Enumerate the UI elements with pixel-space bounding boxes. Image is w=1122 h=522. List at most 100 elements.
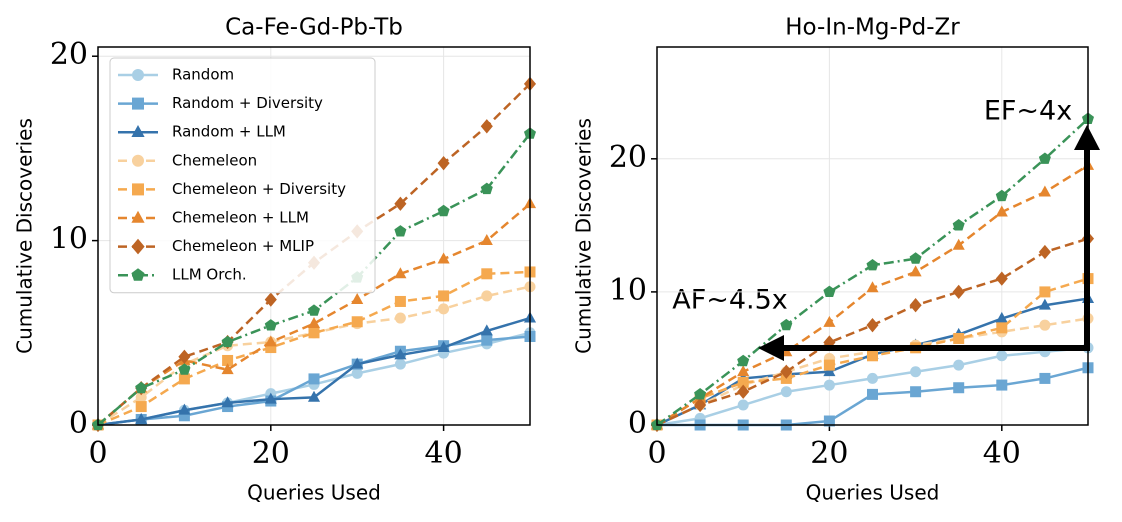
data-point	[1039, 286, 1051, 298]
y-axis-label: Cumulative Discoveries	[13, 118, 37, 354]
data-point	[351, 357, 364, 369]
legend-marker	[131, 268, 145, 281]
data-point	[481, 334, 493, 346]
data-point	[737, 384, 750, 399]
data-point	[178, 363, 191, 375]
data-point	[1039, 319, 1051, 331]
legend-label: Chemeleon + LLM	[172, 209, 309, 227]
data-point	[351, 316, 363, 328]
legend-label: Chemeleon + Diversity	[172, 180, 346, 198]
legend-label: Random + LLM	[172, 123, 286, 141]
data-point	[178, 373, 190, 385]
data-point	[780, 364, 793, 379]
data-point	[265, 342, 277, 354]
legend-marker	[131, 238, 145, 255]
y-tick-label: 10	[609, 273, 647, 308]
data-point	[909, 298, 922, 313]
x-tick-label: 40	[983, 436, 1021, 471]
data-point	[264, 292, 277, 307]
data-point	[737, 354, 750, 367]
arrow-head	[758, 335, 784, 361]
legend-marker	[132, 69, 144, 81]
data-point	[867, 350, 878, 362]
y-tick-label: 20	[609, 140, 647, 175]
data-point	[823, 379, 835, 391]
data-point	[437, 204, 450, 217]
data-point	[953, 359, 965, 371]
data-point	[823, 365, 836, 377]
data-point	[480, 234, 493, 246]
data-point	[737, 365, 750, 377]
data-point	[437, 156, 450, 171]
data-point	[437, 340, 450, 352]
chart-title: Ho-In-Mg-Pd-Zr	[785, 15, 960, 41]
data-point	[481, 290, 493, 302]
data-point	[351, 293, 364, 305]
data-point	[1038, 185, 1051, 197]
data-point	[264, 392, 277, 404]
data-point	[952, 238, 965, 250]
series-line	[656, 317, 1089, 427]
data-point	[178, 349, 191, 364]
annotation: EF~4x	[984, 96, 1072, 127]
data-point	[1038, 298, 1051, 310]
plot-frame	[97, 46, 531, 426]
data-point	[823, 415, 835, 427]
data-point	[394, 348, 407, 360]
data-point	[909, 265, 922, 277]
data-point	[394, 196, 407, 211]
x-tick-label: 0	[88, 436, 107, 471]
arrows	[758, 125, 1100, 361]
legend-marker	[131, 125, 145, 137]
legend-label: Random	[172, 66, 234, 84]
data-point	[780, 386, 792, 398]
data-point	[394, 267, 407, 279]
data-point	[780, 318, 793, 331]
data-point	[910, 386, 922, 398]
legend-label: Random + Diversity	[172, 94, 323, 112]
series-line	[656, 297, 1089, 427]
y-tick-label: 0	[628, 406, 647, 441]
data-point	[178, 410, 190, 422]
data-point	[308, 373, 320, 385]
chart-title: Ca-Fe-Gd-Pb-Tb	[225, 15, 403, 41]
data-point	[823, 315, 836, 327]
annotation: AF~4.5x	[672, 285, 788, 316]
legend-label: LLM Orch.	[172, 266, 247, 284]
data-point	[1039, 372, 1051, 384]
data-point	[221, 335, 234, 348]
legend-label: Chemeleon + MLIP	[172, 237, 314, 255]
legend-label: Chemeleon	[172, 151, 257, 169]
legend-box	[109, 57, 376, 294]
data-point	[866, 281, 879, 293]
data-point	[996, 322, 1008, 334]
data-point	[867, 388, 878, 400]
data-point	[307, 316, 321, 328]
y-tick-label: 10	[50, 222, 88, 257]
data-point	[481, 268, 493, 280]
data-point	[995, 271, 1008, 286]
data-point	[394, 225, 407, 237]
data-point	[480, 119, 493, 134]
data-point	[135, 412, 148, 424]
y-tick-label: 20	[50, 37, 88, 72]
legend-marker	[132, 183, 144, 196]
data-point	[221, 396, 234, 408]
data-point	[438, 290, 450, 302]
data-point	[995, 189, 1008, 202]
data-point	[737, 376, 749, 388]
data-point	[995, 205, 1008, 217]
data-point	[178, 403, 191, 415]
y-tick-label: 0	[69, 406, 88, 441]
data-point	[1038, 244, 1051, 260]
data-point	[952, 219, 965, 231]
data-point	[480, 182, 493, 195]
data-point	[221, 363, 234, 375]
data-point	[438, 303, 450, 315]
data-point	[394, 358, 406, 370]
data-point	[437, 252, 450, 264]
x-axis-label: Queries Used	[806, 481, 940, 505]
data-point	[135, 401, 147, 413]
series-line	[97, 202, 531, 426]
